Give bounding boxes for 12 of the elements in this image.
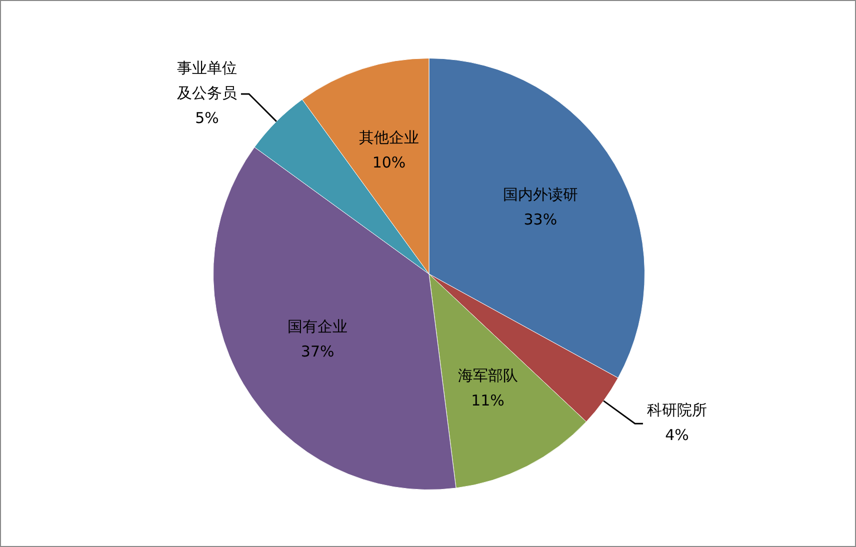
data-label: 10% — [372, 153, 406, 172]
data-label: 37% — [300, 342, 334, 360]
slice-label: 国有企业 — [288, 317, 348, 336]
slice-label: 国内外读研 — [502, 185, 578, 204]
slice-label: 科研院所 — [646, 401, 707, 420]
data-label: 5% — [195, 108, 219, 127]
data-label: 33% — [524, 210, 558, 228]
data-label: 11% — [471, 392, 504, 410]
slice-label: 其他企业 — [359, 128, 419, 146]
data-label: 4% — [665, 426, 689, 444]
slice-label: 事业单位及公务员 — [176, 58, 237, 102]
slice-label: 海军部队 — [458, 366, 518, 385]
